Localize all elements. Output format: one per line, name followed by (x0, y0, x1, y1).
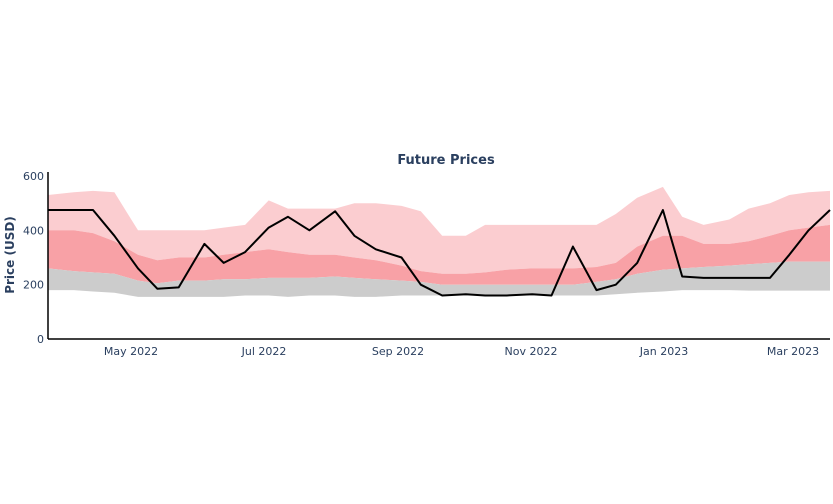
x-tick-label: Jan 2023 (639, 345, 688, 358)
y-tick-label: 200 (23, 279, 44, 292)
x-tick-label: Sep 2022 (372, 345, 424, 358)
price-line (48, 209, 831, 297)
y-tick-label: 0 (37, 333, 44, 346)
x-tick-label: Nov 2022 (505, 345, 558, 358)
mid-band-area (48, 224, 830, 285)
y-axis-label: Price (USD) (3, 216, 17, 294)
plot-area (48, 186, 831, 297)
y-tick-label: 600 (23, 170, 44, 183)
x-tick-label: Mar 2023 (767, 345, 819, 358)
y-tick-label: 400 (23, 224, 44, 237)
x-axis-ticks: May 2022 Jul 2022 Sep 2022 Nov 2022 Jan 2023… (104, 345, 819, 358)
low-band-area (48, 261, 830, 297)
chart-title: Future Prices (397, 153, 495, 168)
x-tick-label: May 2022 (104, 345, 158, 358)
x-tick-label: Jul 2022 (241, 345, 287, 358)
y-axis-ticks: 0 200 400 600 (23, 170, 44, 346)
